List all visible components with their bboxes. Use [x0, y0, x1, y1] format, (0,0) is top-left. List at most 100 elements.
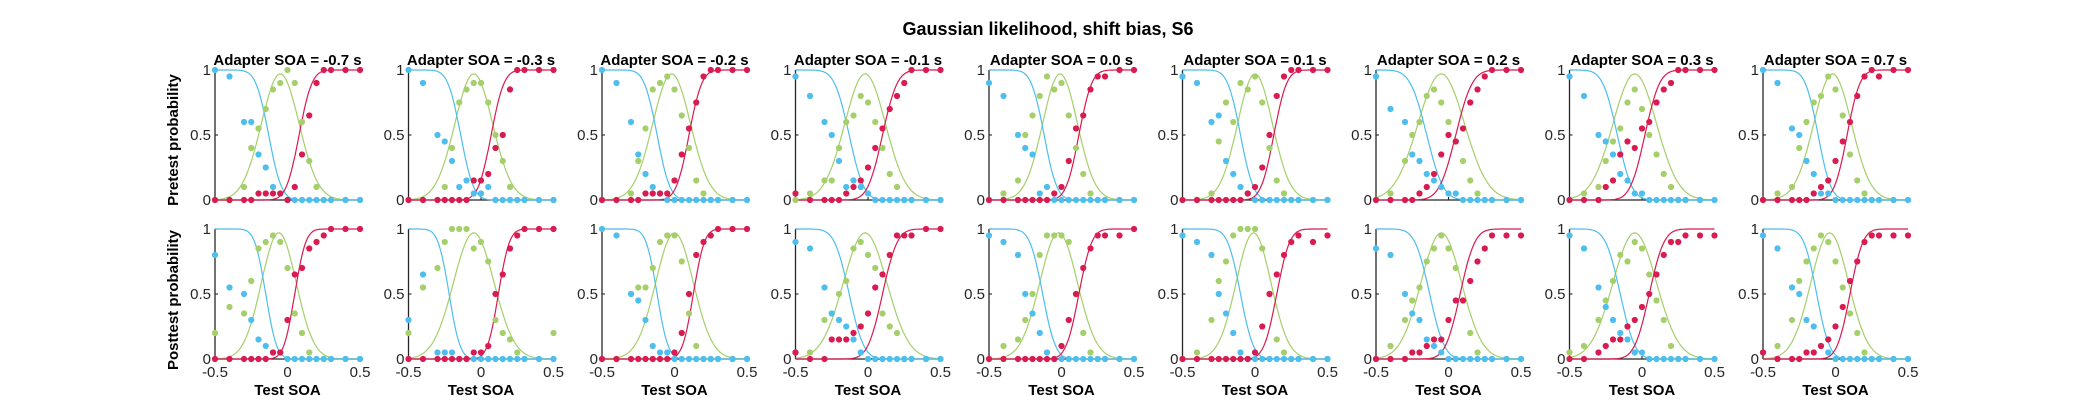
- blue-data-point: [1832, 196, 1839, 204]
- green-data-point: [284, 264, 291, 272]
- green-data-point: [1215, 138, 1222, 145]
- blue-data-point: [1868, 196, 1875, 204]
- red-data-point: [405, 196, 412, 204]
- blue-data-point: [1617, 329, 1624, 337]
- red-data-point: [1788, 196, 1796, 204]
- green-data-point: [1036, 92, 1043, 100]
- green-fit-curve: [1762, 232, 1908, 360]
- red-data-point: [456, 196, 463, 204]
- green-data-point: [806, 190, 814, 197]
- green-data-point: [1817, 92, 1825, 100]
- y-tick-label: 0: [1557, 351, 1565, 368]
- x-tick-label: 0.5: [1898, 364, 1919, 381]
- blue-data-point: [492, 196, 499, 204]
- red-data-point: [1653, 99, 1660, 106]
- red-data-point: [901, 232, 908, 239]
- red-data-point: [485, 170, 492, 178]
- blue-data-point: [835, 316, 843, 324]
- green-data-point: [693, 342, 700, 350]
- blue-data-point: [1416, 316, 1423, 324]
- blue-data-point: [1459, 196, 1467, 204]
- green-data-point: [1646, 131, 1653, 139]
- red-data-point: [1631, 316, 1638, 324]
- blue-data-point: [1036, 329, 1043, 337]
- green-data-point: [1423, 92, 1430, 100]
- green-data-point: [1273, 336, 1280, 343]
- green-data-point: [806, 349, 814, 356]
- green-data-point: [1244, 86, 1251, 93]
- red-data-point: [1481, 73, 1488, 80]
- blue-data-point: [514, 355, 521, 363]
- red-data-point: [1803, 349, 1810, 356]
- red-data-point: [864, 164, 872, 171]
- blue-data-point: [1087, 355, 1094, 363]
- red-data-point: [1438, 151, 1445, 158]
- blue-data-point: [1022, 144, 1029, 152]
- green-data-point: [872, 264, 879, 272]
- red-data-point: [835, 336, 843, 343]
- green-data-point: [1438, 99, 1445, 106]
- green-data-point: [1653, 151, 1660, 158]
- red-data-point: [1617, 336, 1624, 343]
- green-data-point: [463, 86, 470, 93]
- green-data-point: [635, 284, 642, 291]
- red-data-point: [1788, 355, 1796, 363]
- red-data-point: [1624, 323, 1631, 330]
- green-data-point: [277, 79, 284, 87]
- green-data-point: [1072, 144, 1080, 152]
- blue-data-point: [671, 196, 678, 204]
- green-data-point: [1452, 264, 1459, 272]
- red-data-point: [707, 232, 714, 239]
- blue-data-point: [1868, 355, 1875, 363]
- blue-fit-curve: [408, 228, 554, 360]
- green-data-point: [1014, 336, 1022, 343]
- green-data-point: [627, 190, 635, 197]
- y-tick-label: 0.5: [577, 127, 598, 144]
- row-ylabel-posttest: Posttest probability: [165, 229, 182, 370]
- green-data-point: [1043, 232, 1051, 239]
- blue-data-point: [521, 355, 528, 363]
- green-data-point: [1230, 232, 1237, 239]
- y-tick-label: 0.5: [384, 127, 405, 144]
- red-data-point: [985, 196, 993, 204]
- blue-data-point: [327, 196, 335, 204]
- blue-data-point: [1280, 355, 1288, 363]
- blue-data-point: [879, 355, 886, 363]
- red-data-point: [1259, 323, 1266, 330]
- blue-data-point: [1774, 79, 1781, 87]
- red-data-point: [1116, 232, 1123, 239]
- red-data-point: [879, 271, 886, 278]
- red-data-point: [656, 190, 664, 197]
- red-data-point: [441, 196, 448, 204]
- blue-data-point: [1474, 196, 1481, 204]
- green-data-point: [470, 245, 477, 252]
- y-tick-label: 1: [590, 62, 598, 79]
- blue-data-point: [908, 355, 915, 363]
- red-data-point: [1179, 355, 1186, 363]
- red-data-point: [1474, 86, 1481, 93]
- blue-data-point: [1324, 196, 1331, 204]
- blue-data-point: [320, 196, 327, 204]
- green-data-point: [886, 323, 893, 330]
- red-data-point: [1309, 238, 1317, 246]
- blue-data-point: [419, 79, 427, 87]
- green-data-point: [864, 99, 872, 106]
- blue-fit-curve: [1182, 228, 1328, 360]
- red-data-point: [1273, 271, 1280, 278]
- red-data-point: [635, 196, 642, 204]
- blue-data-point: [642, 316, 649, 324]
- green-data-point: [828, 177, 835, 184]
- green-data-point: [1051, 232, 1058, 239]
- blue-data-point: [1759, 66, 1767, 74]
- red-data-point: [1087, 245, 1094, 252]
- red-data-point: [277, 349, 284, 356]
- blue-data-point: [1445, 190, 1452, 197]
- red-data-point: [269, 190, 277, 197]
- y-tick-label: 1: [396, 221, 404, 238]
- green-data-point: [678, 112, 685, 119]
- green-data-point: [1273, 177, 1280, 184]
- red-data-point: [448, 355, 456, 363]
- blue-data-point: [1631, 349, 1638, 356]
- blue-data-point: [857, 349, 864, 356]
- red-data-point: [506, 86, 514, 93]
